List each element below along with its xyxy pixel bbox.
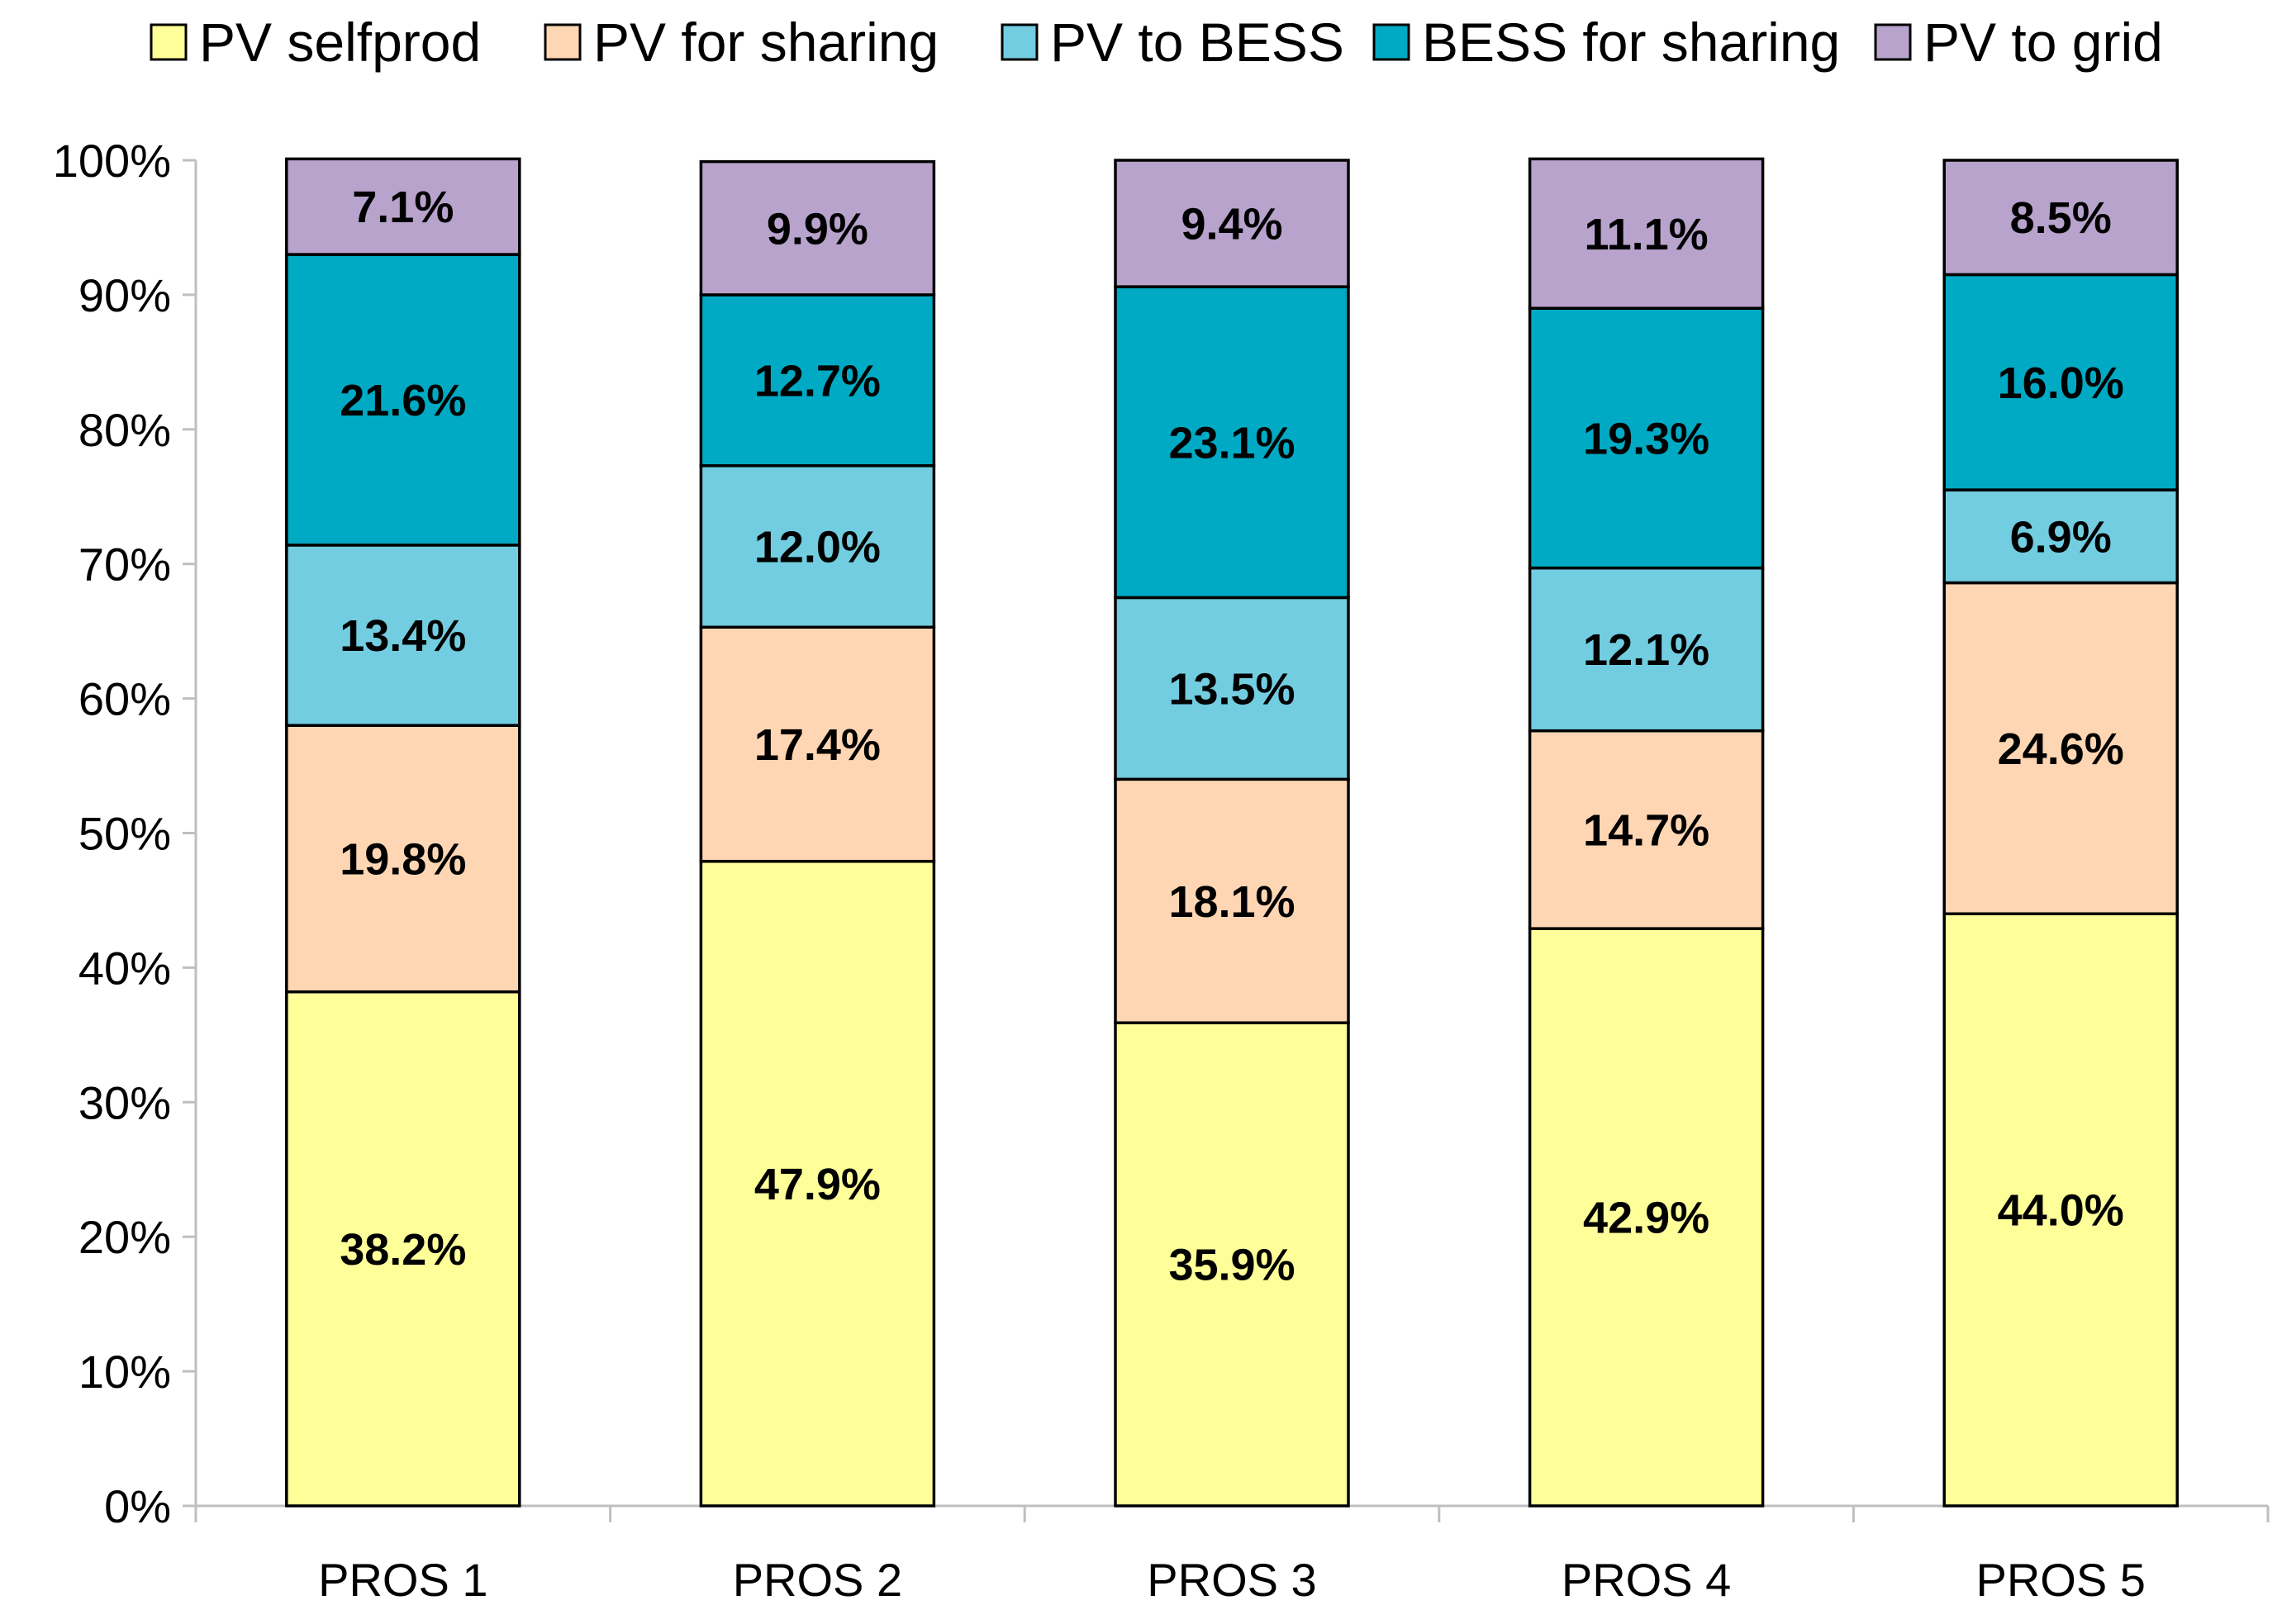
bar-segment-bess-for-sharing: [285, 253, 521, 547]
bar-segment-pv-selfprod: [1114, 1021, 1350, 1508]
data-label: 38.2%: [340, 1225, 466, 1275]
data-label: 19.3%: [1583, 414, 1709, 463]
data-label: 9.9%: [767, 204, 868, 254]
bar-segment-pv-selfprod: [699, 859, 936, 1508]
data-label: 7.1%: [352, 183, 454, 232]
x-tick-label: PROS 1: [318, 1554, 487, 1606]
data-label: 13.4%: [340, 611, 466, 661]
bar-segment-bess-for-sharing: [1114, 285, 1350, 600]
bars: [285, 157, 2179, 1508]
x-tick-label: PROS 3: [1147, 1554, 1316, 1606]
data-label: 35.9%: [1168, 1241, 1295, 1290]
bar-segment-pv-to-grid: [1528, 157, 1765, 310]
data-label: 12.7%: [754, 356, 881, 406]
legend-label-bess-for-sharing: BESS for sharing: [1422, 12, 1840, 73]
data-label: 11.1%: [1585, 210, 1709, 259]
data-label: 23.1%: [1168, 418, 1295, 468]
x-tick-label: PROS 2: [733, 1554, 902, 1606]
legend-swatch-bess-for-sharing: [1372, 23, 1410, 61]
legend-label-pv-to-bess: PV to BESS: [1050, 12, 1344, 73]
bar-segment-pv-for-sharing: [1942, 581, 2179, 915]
bar-segment-pv-for-sharing: [1114, 777, 1350, 1024]
y-tick-label: 60%: [78, 673, 171, 725]
legend-swatch-pv-to-grid: [1874, 23, 1912, 61]
y-tick-label: 0%: [104, 1480, 171, 1532]
legend-swatch-pv-to-bess: [1001, 23, 1039, 61]
data-label: 21.6%: [340, 376, 466, 425]
bar-segment-pv-to-grid: [1114, 159, 1350, 288]
data-label: 12.0%: [754, 523, 881, 572]
data-label: 14.7%: [1583, 805, 1709, 855]
legend: PV selfprod PV for sharing PV to BESS BESS …: [150, 12, 2163, 73]
y-tick-label: 40%: [78, 942, 171, 994]
data-label: 47.9%: [754, 1160, 881, 1209]
y-tick-label: 30%: [78, 1076, 171, 1128]
bar-segment-pv-to-bess: [1114, 596, 1350, 781]
data-label: 13.5%: [1168, 664, 1295, 714]
x-tick-label: PROS 4: [1562, 1554, 1731, 1606]
bar-segment-pv-to-bess: [699, 464, 936, 629]
bar-segment-bess-for-sharing: [699, 293, 936, 468]
y-tick-label: 90%: [78, 269, 171, 321]
legend-label-pv-selfprod: PV selfprod: [199, 12, 481, 73]
bar-segment-pv-to-bess: [285, 544, 521, 727]
bar-segment-pv-to-grid: [285, 157, 521, 256]
y-tick-label: 50%: [78, 808, 171, 860]
data-label: 44.0%: [1998, 1186, 2124, 1236]
x-tick-label: PROS 5: [1975, 1554, 2145, 1606]
bar-segment-pv-to-bess: [1942, 488, 2179, 585]
data-label: 6.9%: [2010, 512, 2112, 562]
bar-segment-pv-to-grid: [699, 159, 936, 297]
bar-segment-pv-for-sharing: [1528, 729, 1765, 930]
data-label: 18.1%: [1168, 877, 1295, 927]
data-label: 24.6%: [1998, 724, 2124, 774]
data-label: 42.9%: [1583, 1194, 1709, 1243]
legend-label-pv-for-sharing: PV for sharing: [593, 12, 939, 73]
y-tick-label: 20%: [78, 1211, 171, 1263]
bar-segment-pv-to-bess: [1528, 566, 1765, 733]
data-label: 8.5%: [2010, 193, 2112, 243]
bar-segment-pv-for-sharing: [285, 724, 521, 994]
data-label: 9.4%: [1181, 200, 1282, 249]
y-tick-label: 70%: [78, 539, 171, 591]
y-tick-label: 10%: [78, 1346, 171, 1398]
y-tick-label: 100%: [53, 135, 171, 187]
data-label: 17.4%: [754, 720, 881, 770]
data-label: 16.0%: [1998, 359, 2124, 408]
x-axis: PROS 1 PROS 2 PROS 3 PROS 4 PROS 5: [194, 1504, 2270, 1606]
legend-swatch-pv-selfprod: [150, 23, 188, 61]
data-label: 12.1%: [1583, 625, 1709, 675]
data-labels: 38.2% 19.8% 13.4% 21.6% 7.1% 47.9% 17.4% 12.0% 1…: [340, 183, 2124, 1289]
legend-label-pv-to-grid: PV to grid: [1923, 12, 2163, 73]
data-label: 19.8%: [340, 834, 466, 884]
y-tick-label: 80%: [78, 404, 171, 456]
bar-segment-pv-selfprod: [1528, 927, 1765, 1508]
legend-swatch-pv-for-sharing: [544, 23, 582, 61]
bar-segment-bess-for-sharing: [1528, 306, 1765, 570]
y-axis: 0% 10% 20% 30% 40% 50% 60% 70% 80% 90% 100%: [53, 135, 197, 1532]
bar-segment-pv-to-grid: [1942, 159, 2179, 277]
bar-segment-pv-for-sharing: [699, 625, 936, 863]
